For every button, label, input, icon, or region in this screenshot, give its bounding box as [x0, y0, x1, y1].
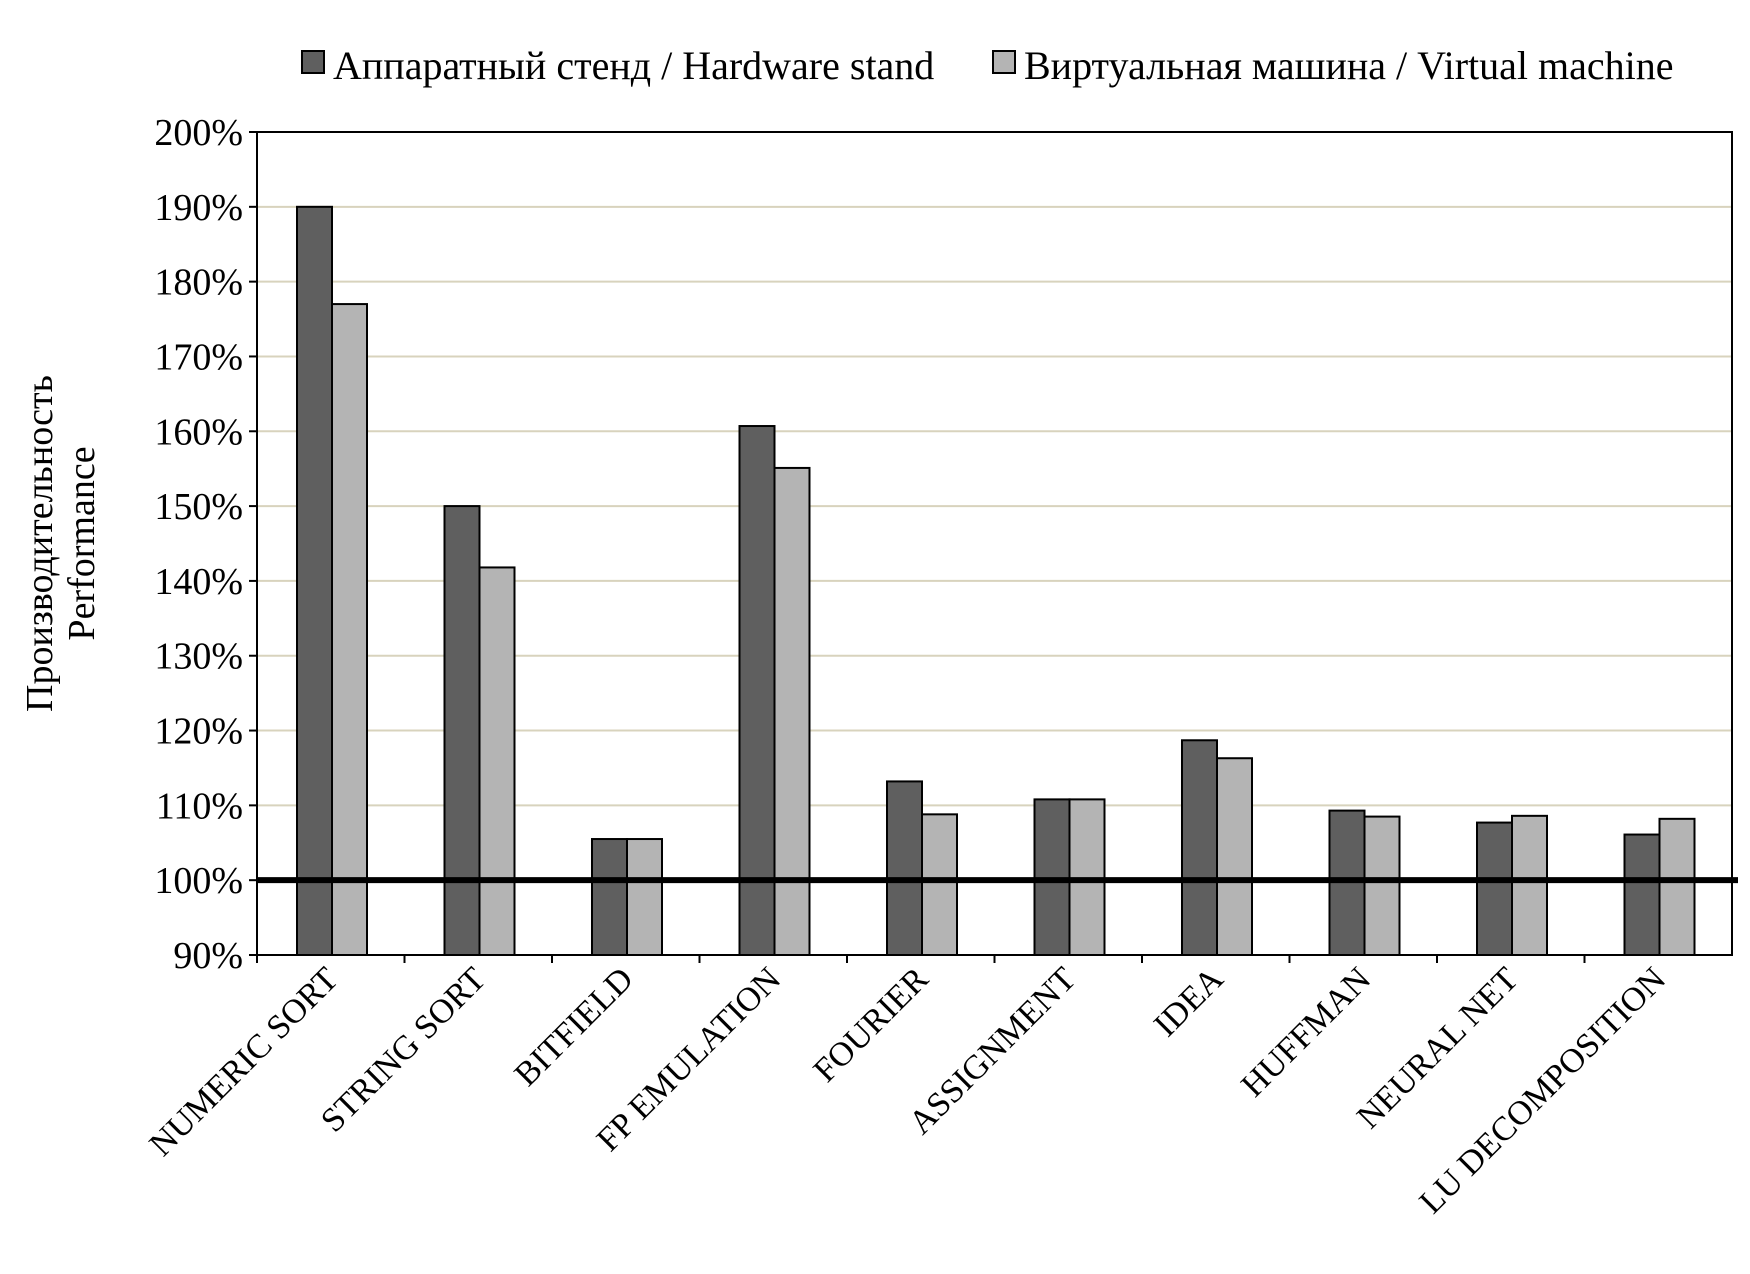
y-axis-title-line: Производительность	[19, 375, 61, 712]
bar-virtual-numeric-sort	[331, 303, 368, 956]
bar-hardware-fourier	[886, 780, 923, 956]
bar-virtual-fp-emulation	[773, 466, 811, 956]
bar-virtual-neural-net	[1511, 814, 1548, 957]
bar-hardware-string-sort	[443, 505, 481, 956]
bar-virtual-idea	[1216, 757, 1253, 957]
y-tick-label: 110%	[156, 785, 243, 827]
y-axis-tick-labels: 90% 100% 110% 120% 130% 140% 150% 160% 170% 180% 1…	[154, 112, 243, 977]
bar-hardware-lu-decomposition	[1623, 833, 1661, 956]
x-category-label: NUMERIC SORT	[143, 960, 346, 1163]
plot-area-frame	[256, 131, 1733, 956]
y-tick-label: 160%	[154, 411, 243, 453]
bar-virtual-string-sort	[478, 566, 516, 957]
legend-swatch	[992, 50, 1016, 74]
legend-label: Виртуальная машина / Virtual machine	[1024, 43, 1674, 88]
bar-hardware-neural-net	[1476, 821, 1513, 957]
bar-hardware-fp-emulation	[738, 425, 776, 956]
legend: Аппаратный стенд / Hardware stand Виртуал…	[301, 43, 1674, 88]
y-tick-label: 180%	[154, 262, 243, 304]
y-tick-label: 90%	[173, 935, 243, 977]
bar-virtual-huffman	[1363, 815, 1401, 956]
x-category-label: FOURIER	[807, 960, 936, 1089]
y-tick-label: 150%	[154, 486, 243, 528]
bar-virtual-lu-decomposition	[1658, 817, 1696, 957]
y-tick-label: 190%	[154, 187, 243, 229]
bars	[256, 205, 1696, 963]
x-category-label: IDEA	[1147, 960, 1231, 1044]
legend-label: Аппаратный стенд / Hardware stand	[333, 43, 934, 88]
y-axis-title: Производительность Performance	[19, 375, 103, 712]
legend-swatch	[301, 50, 325, 74]
x-category-label: LU DECOMPOSITION	[1413, 960, 1674, 1221]
x-category-label: HUFFMAN	[1234, 960, 1378, 1104]
x-category-label: BITFIELD	[508, 960, 641, 1093]
y-tick-label: 100%	[154, 860, 243, 902]
bar-hardware-bitfield	[591, 838, 628, 956]
y-tick-label: 170%	[154, 336, 243, 378]
bar-virtual-fourier	[921, 813, 958, 956]
y-axis-title-line: Performance	[61, 446, 103, 640]
y-tick-label: 120%	[154, 711, 243, 753]
y-tick-label: 200%	[154, 112, 243, 154]
y-tick-label: 130%	[154, 636, 243, 678]
bar-hardware-numeric-sort	[296, 205, 333, 956]
bar-hardware-idea	[1181, 739, 1218, 956]
bar-virtual-bitfield	[626, 838, 663, 956]
y-tick-label: 140%	[154, 561, 243, 603]
